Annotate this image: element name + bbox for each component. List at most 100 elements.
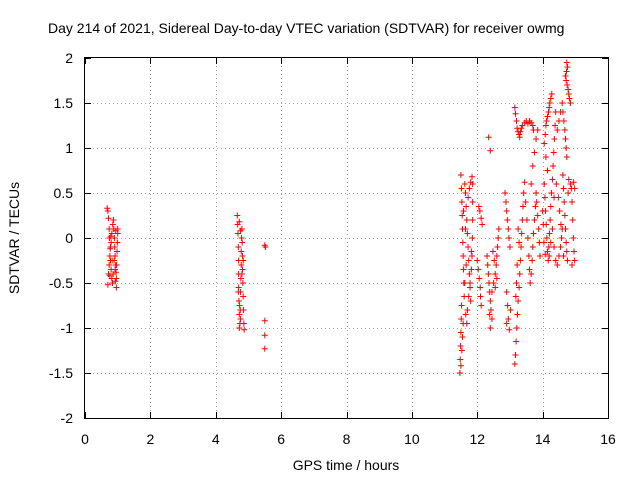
data-point [555, 194, 562, 201]
data-point [463, 203, 470, 210]
data-point [522, 199, 529, 205]
data-point [503, 208, 510, 214]
data-point [515, 298, 522, 304]
data-point [463, 262, 470, 268]
data-point [570, 179, 577, 186]
data-point [113, 284, 120, 291]
data-point [237, 316, 244, 322]
data-point [485, 271, 492, 277]
data-point [517, 128, 524, 135]
data-point [546, 230, 553, 237]
data-point [547, 95, 554, 102]
x-tick-label: 4 [212, 431, 220, 447]
data-point [529, 163, 536, 169]
data-point [112, 227, 119, 234]
data-point [540, 221, 547, 228]
data-point [524, 235, 531, 241]
data-point [458, 302, 465, 309]
data-point [477, 284, 484, 291]
data-point [460, 208, 467, 214]
data-point [529, 257, 536, 264]
data-point [557, 221, 564, 228]
data-point [234, 230, 241, 237]
data-point [544, 113, 551, 120]
x-axis-title: GPS time / hours [293, 457, 400, 473]
data-point [238, 271, 245, 277]
data-point [235, 289, 242, 295]
x-tick-label: 6 [277, 431, 285, 447]
data-point [238, 248, 245, 255]
data-point [565, 86, 572, 93]
data-point [465, 194, 472, 201]
data-point [484, 253, 491, 259]
data-point [506, 244, 513, 250]
y-tick-label: -2 [61, 410, 74, 426]
data-point [459, 334, 466, 340]
data-point [562, 226, 569, 232]
data-point [541, 181, 548, 187]
data-point [545, 257, 552, 264]
data-point [563, 77, 570, 84]
data-point [107, 233, 114, 240]
data-point [463, 217, 470, 223]
data-point [458, 185, 465, 192]
data-point [236, 325, 243, 331]
data-point [261, 332, 268, 339]
data-point [457, 172, 464, 178]
data-point [533, 136, 540, 142]
data-point [546, 253, 553, 259]
data-point [528, 271, 535, 277]
data-point [545, 109, 552, 115]
data-point [560, 118, 567, 124]
data-point [547, 217, 554, 223]
data-point [542, 154, 549, 160]
data-point [465, 257, 472, 264]
x-tick-label: 14 [535, 431, 551, 447]
data-point [534, 212, 541, 219]
data-point [567, 100, 574, 106]
data-point [485, 134, 492, 141]
data-point [104, 208, 111, 214]
data-point [109, 221, 116, 228]
data-point [529, 122, 536, 129]
data-point [505, 316, 512, 322]
data-point [493, 275, 500, 282]
data-point [527, 280, 534, 286]
data-point [513, 325, 520, 331]
data-point [514, 311, 521, 318]
data-point [534, 127, 541, 133]
data-point [563, 248, 570, 255]
data-point [512, 110, 519, 117]
data-point [478, 215, 485, 222]
data-point [515, 226, 522, 232]
data-point [487, 298, 494, 304]
data-point [547, 203, 554, 210]
data-point [549, 176, 556, 183]
data-point [466, 185, 473, 192]
data-point [461, 280, 468, 286]
data-point [543, 235, 550, 241]
data-point [460, 253, 467, 259]
data-point [551, 136, 558, 142]
data-point [503, 289, 510, 295]
x-tick-label: 16 [600, 431, 616, 447]
data-point [476, 275, 483, 282]
data-point [506, 326, 513, 333]
data-point [530, 230, 537, 237]
data-point [559, 172, 566, 178]
data-point [542, 251, 549, 258]
data-point [512, 352, 519, 358]
data-point [531, 149, 538, 156]
plot-frame [84, 57, 609, 419]
y-tick-label: -0.5 [49, 275, 73, 291]
data-point [106, 253, 113, 259]
y-tick-label: 0.5 [54, 185, 74, 201]
data-point [457, 329, 464, 336]
data-point [495, 235, 502, 241]
data-point [489, 248, 496, 255]
data-point [561, 212, 568, 219]
data-point [503, 320, 510, 327]
data-point [112, 266, 119, 273]
data-point [459, 212, 466, 219]
